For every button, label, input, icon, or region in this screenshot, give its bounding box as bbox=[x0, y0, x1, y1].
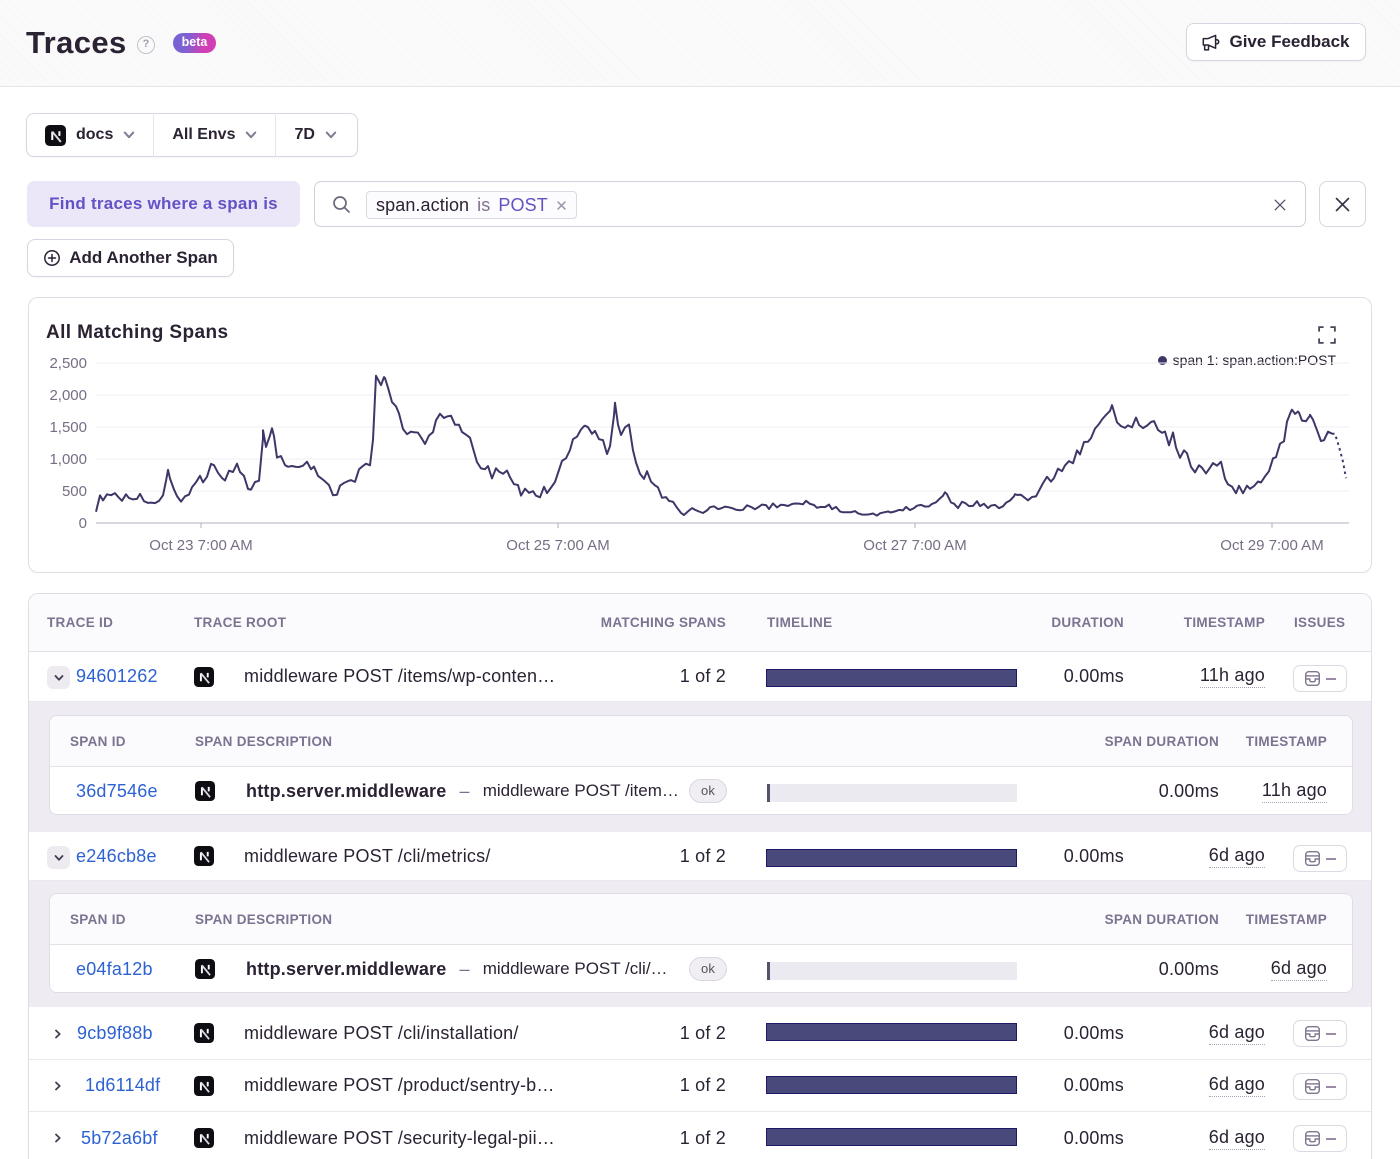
svg-text:Oct 25 7:00 AM: Oct 25 7:00 AM bbox=[506, 537, 609, 554]
svg-text:1,000: 1,000 bbox=[49, 451, 87, 468]
svg-text:Oct 29 7:00 AM: Oct 29 7:00 AM bbox=[1220, 537, 1323, 554]
svg-text:1,500: 1,500 bbox=[49, 419, 87, 436]
svg-text:Oct 23 7:00 AM: Oct 23 7:00 AM bbox=[149, 537, 252, 554]
svg-text:2,500: 2,500 bbox=[49, 355, 87, 372]
svg-text:500: 500 bbox=[62, 483, 87, 500]
svg-text:0: 0 bbox=[79, 515, 87, 532]
svg-text:2,000: 2,000 bbox=[49, 387, 87, 404]
svg-text:Oct 27 7:00 AM: Oct 27 7:00 AM bbox=[863, 537, 966, 554]
